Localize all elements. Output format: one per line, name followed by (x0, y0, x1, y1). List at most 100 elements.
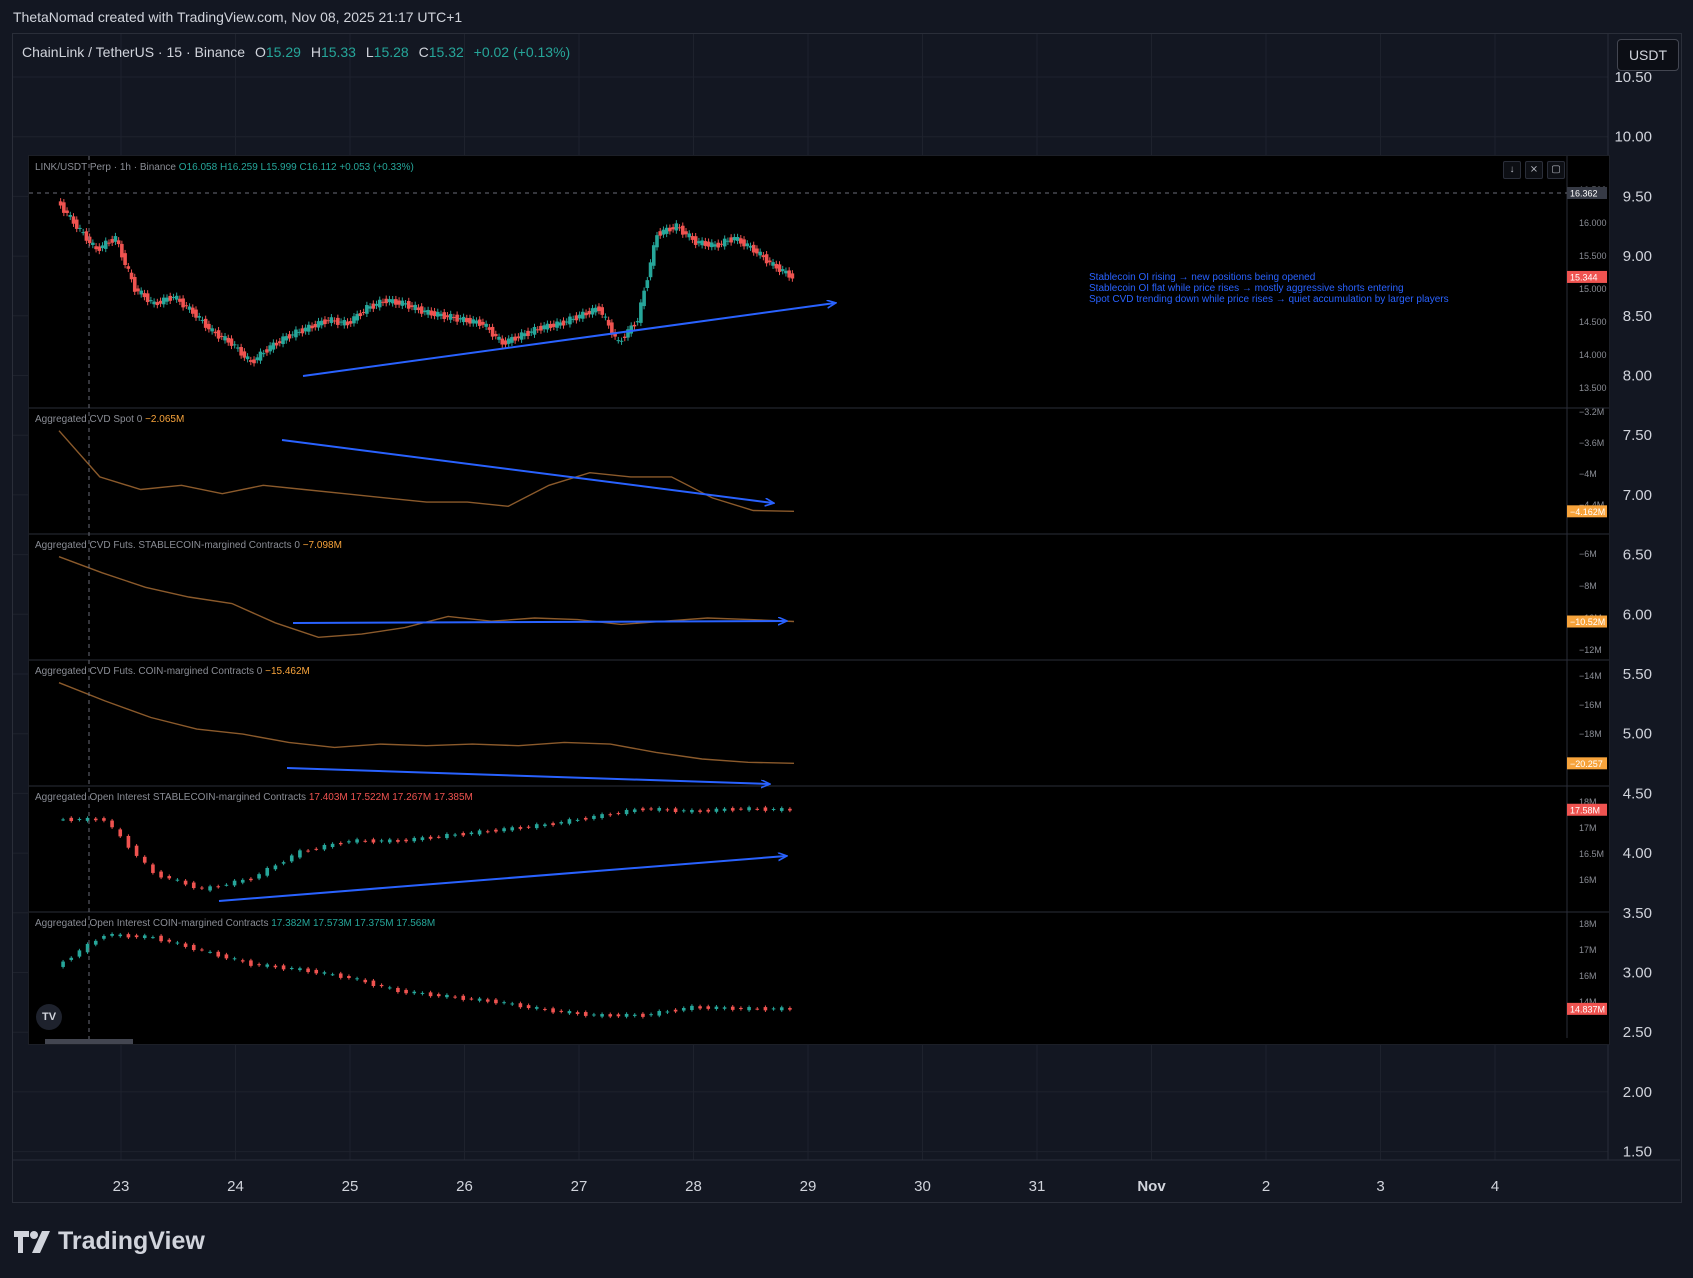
candle-body (394, 299, 398, 305)
candle-body (639, 302, 643, 323)
open-label: O (254, 44, 266, 60)
candle-body (371, 980, 376, 986)
candle-body (567, 819, 572, 824)
low-value: 15.28 (373, 44, 409, 60)
candle-body (416, 307, 421, 311)
last-value-label: −20.257 (1570, 759, 1603, 769)
candle-body (474, 320, 479, 324)
candle-body (319, 320, 324, 326)
candle-body (774, 263, 779, 269)
high-label: H (310, 44, 321, 60)
candle-body (529, 331, 534, 333)
last-value-badge (1567, 270, 1607, 283)
candle-body (526, 330, 530, 336)
pane-y-tick: −16M (1579, 700, 1602, 710)
candle-body (281, 965, 286, 970)
candle-body (758, 251, 762, 256)
candle-body (429, 310, 434, 316)
candle-body (236, 347, 240, 349)
candle-body (763, 1007, 768, 1011)
last-value-badge (1567, 803, 1607, 816)
candle-body (116, 240, 121, 245)
pane-3: −14M −16M −18M −20.257 (29, 659, 1609, 786)
candle-body (265, 868, 270, 876)
close-value: 15.32 (428, 44, 464, 60)
currency-button[interactable]: USDT (1617, 39, 1679, 71)
candle-body (355, 313, 359, 321)
fullscreen-icon[interactable]: ▢ (1547, 161, 1565, 179)
last-value-label: −4.162M (1570, 507, 1605, 517)
candle-body (175, 942, 180, 944)
candle-body (494, 333, 498, 337)
candle-body (552, 323, 556, 327)
candle-body (155, 302, 160, 306)
candle-body (748, 245, 753, 248)
collapse-icon[interactable]: ⨯ (1525, 161, 1543, 179)
candle-body (249, 960, 253, 966)
candle-body (374, 303, 379, 306)
candle-body (455, 314, 459, 322)
candle-body (735, 236, 740, 241)
price-tick-label: 9.50 (1623, 188, 1652, 205)
candle-body (126, 835, 131, 848)
perp-high: 16.259 (227, 162, 258, 173)
candle-body (210, 328, 214, 332)
low-label: L (365, 44, 374, 60)
candle-body (358, 313, 363, 317)
symbol-title: ChainLink / TetherUS · 15 · Binance (22, 44, 246, 60)
candle-body (684, 231, 688, 235)
candle-body (159, 935, 163, 942)
candle-body (608, 814, 613, 816)
price-tick-label: 7.50 (1623, 427, 1652, 444)
pane-y-tick: 16M (1579, 971, 1597, 981)
candle-body (635, 321, 640, 323)
candle-body (548, 323, 553, 328)
close-label: C (418, 44, 429, 60)
candle-body (687, 233, 692, 238)
candle-body (706, 809, 711, 812)
candle-body (755, 808, 760, 810)
candle-body (461, 833, 466, 836)
price-tick-label: 4.50 (1623, 785, 1652, 802)
candle-body (289, 967, 294, 969)
perp-close: 16.112 (306, 162, 337, 173)
candle-body (258, 351, 263, 361)
candle-body (426, 309, 430, 315)
candle-body (575, 819, 580, 821)
candle-body (400, 300, 405, 306)
candle-body (316, 321, 321, 328)
candle-body (732, 237, 737, 241)
candle-body (232, 344, 237, 346)
candle-body (197, 316, 202, 318)
candle-body (616, 813, 621, 815)
candle-body (412, 991, 417, 994)
price-tick-label: 6.00 (1623, 606, 1652, 623)
candle-body (700, 240, 704, 246)
time-tick-label: 3 (1376, 1178, 1384, 1195)
candle-body (271, 342, 276, 350)
arrow-down-icon[interactable]: ↓ (1503, 161, 1521, 179)
candle-body (485, 831, 490, 833)
candle-body (265, 349, 269, 353)
candle-body (642, 290, 646, 307)
candle-body (697, 241, 701, 244)
candle-body (690, 236, 695, 240)
candle-body (207, 323, 211, 330)
candle-body (510, 827, 515, 831)
candle-body (134, 845, 139, 856)
candle-body (632, 324, 637, 327)
oi-coin-title: Aggregated Open Interest COIN-margined C… (35, 918, 436, 929)
candle-body (142, 293, 147, 298)
candle-body (110, 239, 114, 243)
time-tick-label: 29 (800, 1178, 817, 1195)
cvd-stable-title: Aggregated CVD Futs. STABLECOIN-margined… (35, 540, 342, 551)
candle-body (497, 336, 501, 340)
candle-body (435, 311, 440, 317)
price-tick-label: 1.50 (1623, 1144, 1652, 1161)
candle-body (381, 301, 385, 303)
candle-body (361, 311, 366, 313)
pane-y-tick: −3.6M (1579, 438, 1604, 448)
candle-body (494, 829, 498, 832)
price-tick-label: 7.00 (1623, 487, 1652, 504)
